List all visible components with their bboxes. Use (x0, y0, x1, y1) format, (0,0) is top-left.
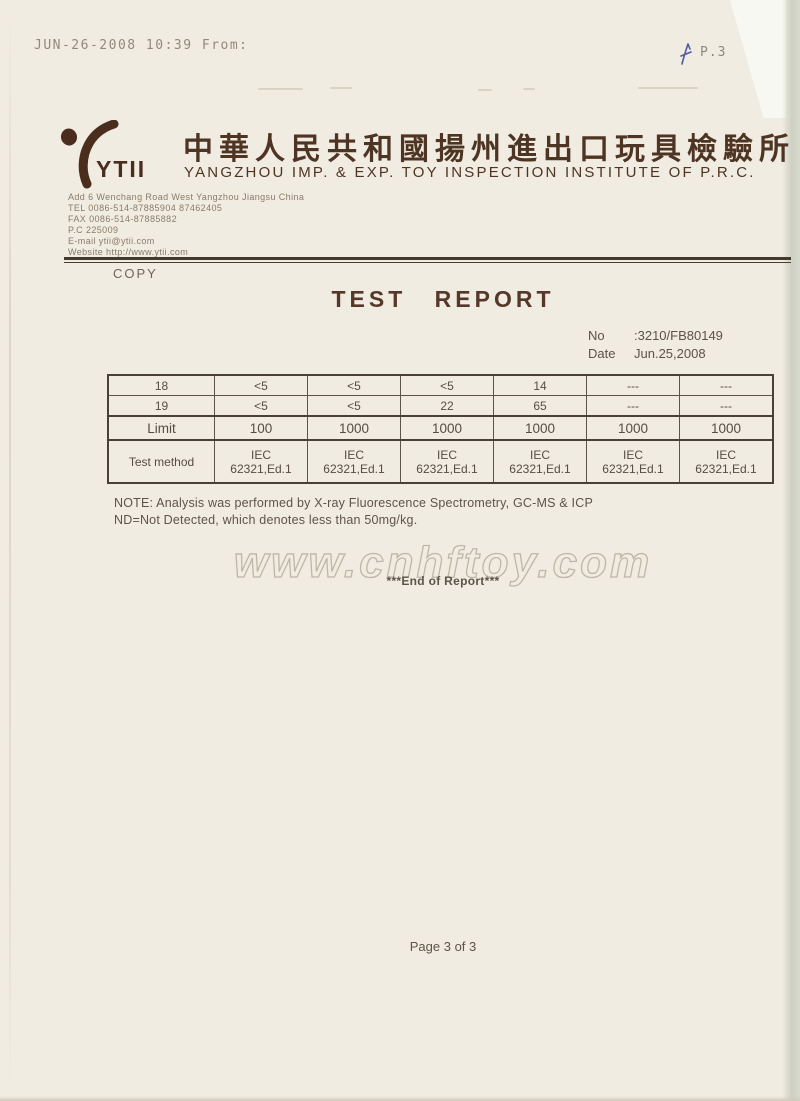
method-cell: IEC 62321,Ed.1 (679, 439, 774, 484)
fax-timestamp: JUN-26-2008 10:39 From: (34, 38, 249, 53)
row-label-cell: Test method (107, 439, 215, 484)
result-cell: <5 (400, 374, 494, 396)
address-line: TEL 0086-514-87885904 87462405 (68, 203, 223, 213)
scan-smudge (523, 88, 535, 90)
report-date-label: Date (588, 346, 616, 361)
page-fold-line (9, 0, 11, 1101)
table-row: 19 <5 <5 22 65 --- --- (107, 395, 774, 417)
logo-text: YTII (96, 156, 147, 182)
method-text: IEC 62321,Ed.1 (230, 447, 292, 476)
handwritten-pen-mark (678, 42, 696, 68)
row-label-cell: 19 (107, 395, 215, 417)
method-text: IEC 62321,Ed.1 (509, 447, 571, 476)
table-row: 18 <5 <5 <5 14 --- --- (107, 374, 774, 396)
test-results-table: 18 <5 <5 <5 14 --- --- 19 <5 <5 22 65 --… (107, 374, 774, 484)
website-watermark: www.cnhftoy.com (233, 537, 653, 587)
institute-title-chinese: 中華人民共和國揚州進出口玩具檢驗所 (183, 132, 795, 167)
result-cell: <5 (307, 374, 401, 396)
scan-smudge (638, 87, 698, 89)
scan-smudge (478, 89, 492, 91)
result-cell: 22 (400, 395, 494, 417)
method-cell: IEC 62321,Ed.1 (586, 439, 680, 484)
report-no-value: :3210/FB80149 (634, 328, 723, 343)
limit-cell: 100 (214, 415, 308, 441)
fax-page-number: P.3 (700, 45, 727, 60)
limit-cell: 1000 (400, 415, 494, 441)
scan-smudge (258, 88, 303, 90)
method-text: IEC 62321,Ed.1 (602, 447, 664, 476)
letterhead-divider-rule (64, 257, 791, 263)
report-number-date: No :3210/FB80149 Date Jun.25,2008 (588, 327, 723, 363)
scan-smudge (330, 87, 352, 89)
institute-title-english: YANGZHOU IMP. & EXP. TOY INSPECTION INST… (184, 164, 756, 181)
end-of-report-marker: ***End of Report*** (386, 574, 500, 588)
limit-cell: 1000 (679, 415, 774, 441)
result-cell: --- (679, 374, 774, 396)
method-text: IEC 62321,Ed.1 (416, 447, 478, 476)
analysis-note: NOTE: Analysis was performed by X-ray Fl… (114, 495, 593, 529)
result-cell: --- (586, 374, 680, 396)
result-cell: <5 (214, 395, 308, 417)
page-number-footer: Page 3 of 3 (409, 939, 477, 954)
report-title: TEST REPORT (331, 286, 555, 312)
method-cell: IEC 62321,Ed.1 (214, 439, 308, 484)
ytii-logo-icon (56, 119, 126, 196)
method-text: IEC 62321,Ed.1 (695, 447, 757, 476)
method-cell: IEC 62321,Ed.1 (400, 439, 494, 484)
note-line-2: ND=Not Detected, which denotes less than… (114, 513, 418, 527)
report-no-label: No (588, 328, 605, 343)
page-edge-shadow (782, 0, 800, 1101)
result-cell: --- (586, 395, 680, 417)
page-bottom-shadow (0, 1096, 800, 1101)
limit-cell: 1000 (493, 415, 587, 441)
result-cell: <5 (307, 395, 401, 417)
limit-cell: 1000 (307, 415, 401, 441)
address-line: P.C 225009 (68, 225, 119, 235)
limit-cell: 1000 (586, 415, 680, 441)
result-cell: 65 (493, 395, 587, 417)
note-line-1: NOTE: Analysis was performed by X-ray Fl… (114, 496, 593, 510)
result-cell: 14 (493, 374, 587, 396)
address-line: Add 6 Wenchang Road West Yangzhou Jiangs… (68, 192, 305, 202)
institute-address-block: Add 6 Wenchang Road West Yangzhou Jiangs… (68, 192, 304, 258)
method-cell: IEC 62321,Ed.1 (307, 439, 401, 484)
result-cell: <5 (214, 374, 308, 396)
address-line: Website http://www.ytii.com (68, 247, 189, 257)
row-label-cell: Limit (107, 415, 215, 441)
address-line: FAX 0086-514-87885882 (68, 214, 177, 224)
report-date-value: Jun.25,2008 (634, 346, 706, 361)
result-cell: --- (679, 395, 774, 417)
row-label-cell: 18 (107, 374, 215, 396)
table-row-limit: Limit 100 1000 1000 1000 1000 1000 (107, 415, 774, 441)
table-row-test-method: Test method IEC 62321,Ed.1 IEC 62321,Ed.… (107, 439, 774, 484)
method-cell: IEC 62321,Ed.1 (493, 439, 587, 484)
address-line: E-mail ytii@ytii.com (68, 236, 155, 246)
copy-stamp: COPY (113, 266, 158, 281)
method-text: IEC 62321,Ed.1 (323, 447, 385, 476)
